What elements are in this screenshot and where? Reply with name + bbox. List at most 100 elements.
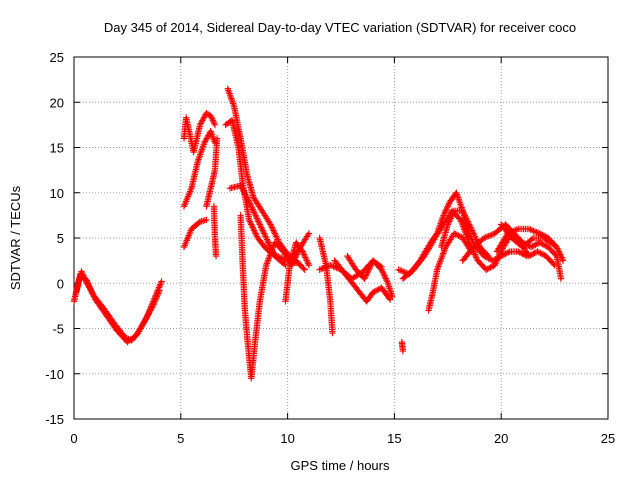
y-axis-label: SDTVAR / TECUs (8, 185, 23, 290)
data-point (209, 117, 217, 124)
data-point (468, 225, 475, 233)
series-arc4 (180, 128, 219, 210)
data-point (482, 234, 489, 241)
data-point (459, 207, 466, 215)
data-point (440, 212, 447, 219)
data-point (258, 224, 265, 231)
data-point (157, 279, 165, 287)
data-point (491, 261, 498, 269)
data-point (517, 249, 525, 257)
data-point (537, 231, 545, 238)
data-point (253, 213, 260, 221)
data-point (379, 267, 386, 275)
data-point (247, 219, 254, 227)
data-point (316, 266, 323, 273)
data-point (527, 226, 534, 233)
data-point (259, 227, 266, 234)
data-point (446, 218, 453, 225)
data-point (264, 237, 271, 245)
series-arc15 (331, 257, 394, 305)
data-point (533, 228, 540, 236)
data-point (540, 251, 547, 258)
data-point (246, 200, 254, 207)
data-point (361, 275, 368, 282)
data-point (550, 260, 557, 268)
series-arc24 (498, 221, 558, 251)
data-point (529, 243, 536, 250)
data-point (536, 230, 543, 237)
data-point (294, 249, 301, 257)
data-point (372, 287, 380, 294)
data-point (292, 252, 300, 260)
data-point (305, 260, 312, 267)
data-point (471, 233, 479, 240)
data-point (537, 240, 545, 247)
data-point (374, 286, 381, 294)
data-point (448, 212, 456, 219)
data-point (505, 249, 512, 256)
data-point (378, 263, 385, 271)
data-point (272, 231, 279, 239)
data-point (304, 258, 311, 266)
data-point (242, 191, 249, 198)
data-point (248, 204, 256, 212)
data-point (252, 230, 259, 237)
data-point (399, 347, 407, 355)
data-point (256, 221, 264, 228)
data-point (154, 291, 161, 299)
data-point (212, 252, 220, 260)
data-point (400, 268, 407, 275)
data-point (465, 219, 472, 227)
data-point (280, 260, 288, 268)
data-point (398, 267, 405, 275)
y-tick-label: -10 (45, 367, 64, 382)
data-point (208, 114, 215, 121)
data-point (243, 194, 251, 201)
data-point (261, 231, 269, 239)
data-point (300, 265, 307, 272)
data-point (251, 228, 259, 236)
data-point (534, 248, 541, 255)
data-point (461, 212, 469, 219)
data-point (516, 249, 523, 256)
data-point (484, 265, 491, 273)
data-point (328, 262, 336, 269)
data-point (248, 222, 256, 230)
data-point (468, 227, 476, 234)
y-tick-label: -15 (45, 412, 64, 427)
data-point (488, 231, 495, 238)
data-point (369, 289, 377, 296)
data-point (330, 263, 337, 270)
data-point (483, 251, 491, 259)
series-arc6 (203, 135, 221, 210)
data-point (153, 293, 161, 300)
data-point (158, 278, 165, 285)
series-arc8 (224, 85, 308, 273)
data-point (525, 252, 533, 260)
data-point (531, 249, 538, 257)
x-axis-tick-labels: 0 5 10 15 20 25 (70, 431, 615, 446)
data-point (305, 261, 313, 269)
data-point (362, 274, 369, 281)
data-point (530, 242, 538, 249)
series-arc3 (180, 109, 219, 156)
data-point (452, 231, 459, 238)
data-point (535, 249, 543, 256)
data-point (156, 287, 163, 294)
data-point (533, 240, 540, 248)
data-point (258, 225, 266, 233)
data-point (386, 296, 394, 303)
data-point (250, 209, 258, 216)
y-tick-label: 20 (50, 95, 64, 110)
data-point (449, 210, 456, 218)
series-arc7 (210, 203, 220, 260)
x-tick-label: 5 (177, 431, 184, 446)
data-point (542, 242, 549, 249)
data-point (319, 265, 326, 272)
data-point (494, 255, 501, 263)
data-point (293, 251, 301, 258)
data-point (487, 264, 494, 271)
data-point (151, 299, 158, 306)
data-point (493, 258, 500, 266)
